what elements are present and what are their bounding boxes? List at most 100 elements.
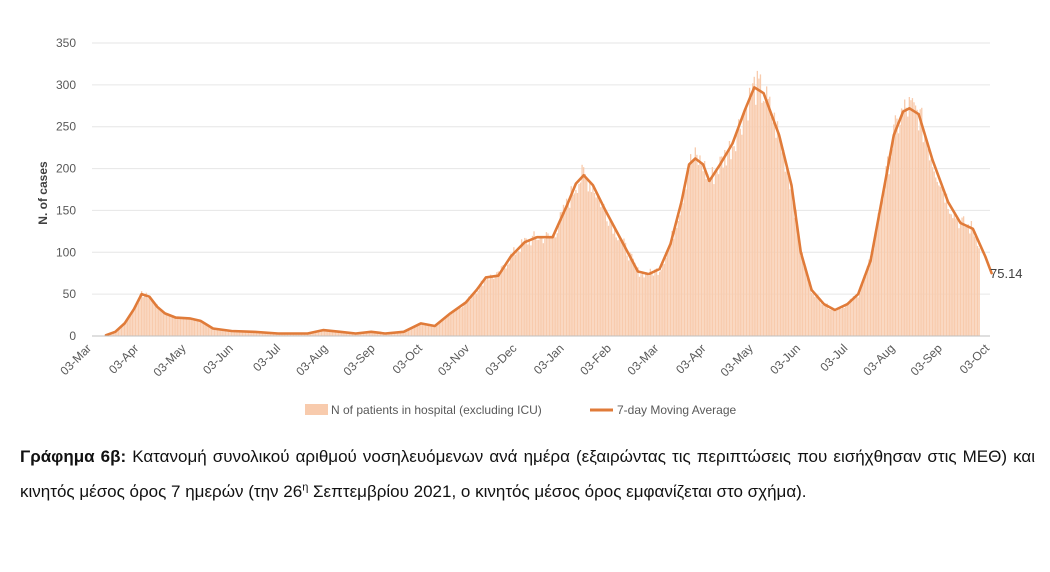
bar: [784, 171, 786, 336]
x-tick-label: 03-Sep: [340, 341, 377, 378]
bar: [179, 317, 182, 336]
bar: [942, 193, 945, 336]
bar: [127, 318, 129, 336]
bar: [151, 299, 154, 336]
x-tick-label: 03-Jul: [817, 341, 850, 374]
bar: [227, 330, 230, 336]
y-tick-label: 350: [56, 36, 76, 50]
bar: [207, 325, 209, 336]
bar: [820, 303, 822, 336]
bar: [162, 312, 164, 336]
bar: [171, 315, 174, 336]
bar: [462, 306, 464, 336]
bar: [860, 287, 862, 336]
bar: [693, 159, 695, 336]
bar: [970, 221, 973, 336]
bar: [175, 316, 177, 336]
bar: [173, 317, 175, 336]
bar: [976, 245, 979, 336]
bar: [770, 117, 772, 336]
bar: [372, 332, 374, 336]
bar: [375, 332, 377, 336]
bar: [916, 109, 918, 336]
bar: [623, 238, 625, 336]
bar: [803, 266, 805, 336]
bar: [947, 209, 949, 336]
bar: [835, 310, 838, 336]
bar: [184, 317, 186, 336]
bar: [413, 327, 416, 336]
bar: [392, 332, 394, 336]
bar: [855, 294, 858, 336]
bar: [496, 272, 498, 336]
bar: [415, 326, 417, 336]
bar: [452, 311, 455, 336]
bar: [829, 309, 831, 336]
bar: [607, 225, 610, 336]
y-tick-label: 250: [56, 120, 76, 134]
bar: [752, 83, 754, 336]
bar: [164, 314, 166, 336]
bar: [544, 239, 546, 336]
bar: [206, 324, 208, 336]
bar: [601, 202, 603, 336]
bar: [551, 235, 554, 336]
bar: [978, 248, 980, 336]
bar: [448, 314, 450, 336]
bar: [550, 236, 552, 336]
bar: [365, 332, 368, 336]
bar: [136, 304, 138, 336]
bar: [761, 102, 763, 336]
bar: [389, 333, 391, 336]
bar: [914, 105, 917, 336]
bar: [831, 309, 833, 336]
bar: [637, 267, 639, 336]
bar: [753, 76, 755, 337]
bar: [589, 182, 591, 336]
bar: [161, 310, 163, 336]
bar: [612, 233, 614, 336]
bar: [266, 333, 268, 336]
bar: [265, 332, 267, 336]
bar: [390, 332, 392, 336]
bar: [282, 333, 284, 336]
bar: [631, 253, 633, 336]
bar: [649, 268, 651, 336]
bar: [739, 128, 741, 336]
bar: [185, 319, 188, 336]
bar: [486, 278, 489, 336]
bar: [823, 305, 825, 336]
bar: [474, 292, 476, 336]
bar: [652, 275, 655, 336]
bar: [444, 317, 447, 336]
bar: [232, 331, 234, 336]
bar: [907, 116, 909, 336]
y-tick-label: 200: [56, 162, 76, 176]
bar: [426, 324, 428, 336]
bar: [676, 227, 678, 336]
bar: [111, 333, 113, 336]
bar: [534, 236, 537, 336]
bar: [576, 193, 579, 336]
bar: [863, 275, 866, 336]
hospital-cases-chart: 0 50 100 150 200 250 300 350 N. of cases 03-Mar…: [36, 36, 1023, 417]
bar: [904, 99, 906, 336]
bar: [567, 203, 569, 336]
bar: [798, 244, 800, 336]
bar: [703, 161, 706, 336]
bar: [655, 268, 658, 336]
x-tick-label: 03-Feb: [577, 341, 614, 378]
bar: [237, 331, 239, 336]
bar: [699, 155, 701, 336]
bar: [167, 315, 169, 336]
bar: [713, 184, 715, 336]
bar: [196, 319, 199, 336]
bar: [728, 141, 731, 336]
bar: [260, 332, 262, 336]
bar: [793, 217, 796, 336]
bar: [804, 266, 807, 336]
bar: [378, 332, 380, 336]
bar: [815, 293, 817, 336]
bar: [327, 330, 329, 336]
bar: [418, 324, 420, 336]
